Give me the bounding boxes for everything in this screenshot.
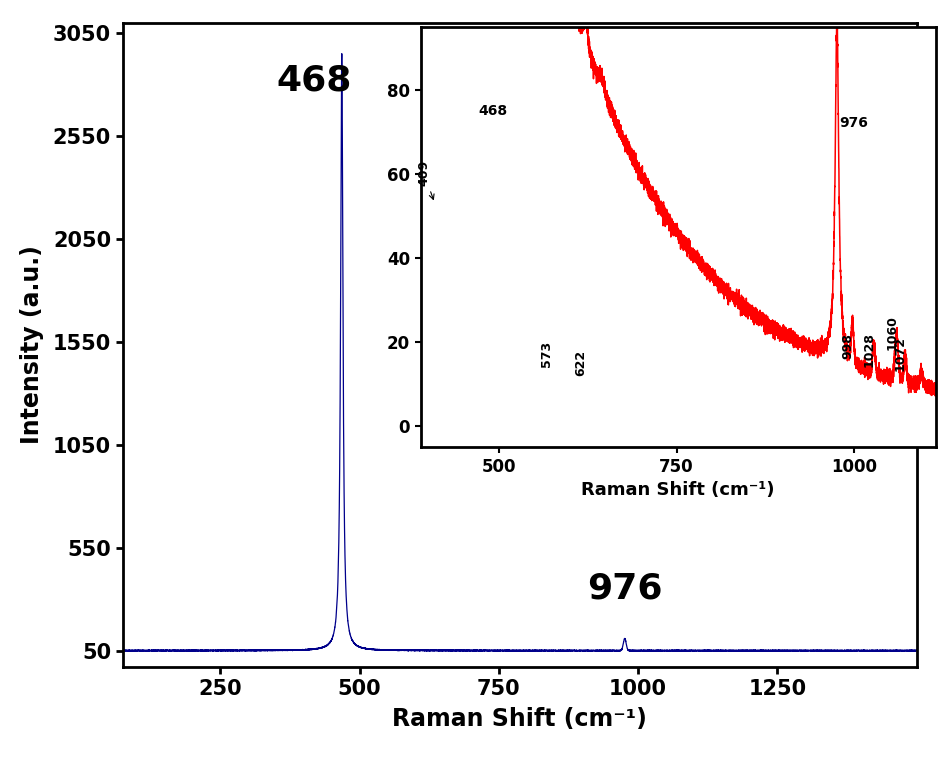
Text: 468: 468 <box>276 64 351 97</box>
Text: 1028: 1028 <box>862 333 874 368</box>
Y-axis label: Intensity (a.u.): Intensity (a.u.) <box>21 246 44 444</box>
Text: 1072: 1072 <box>893 337 905 371</box>
Text: 976: 976 <box>838 116 867 130</box>
X-axis label: Raman Shift (cm⁻¹): Raman Shift (cm⁻¹) <box>392 707 647 731</box>
Text: 1060: 1060 <box>885 315 897 350</box>
X-axis label: Raman Shift (cm⁻¹): Raman Shift (cm⁻¹) <box>581 481 774 500</box>
Text: 468: 468 <box>479 104 507 117</box>
Text: 622: 622 <box>574 349 587 376</box>
Text: 409: 409 <box>417 160 433 199</box>
Text: 573: 573 <box>539 341 552 368</box>
Text: 998: 998 <box>840 333 853 359</box>
Text: 976: 976 <box>586 572 662 606</box>
